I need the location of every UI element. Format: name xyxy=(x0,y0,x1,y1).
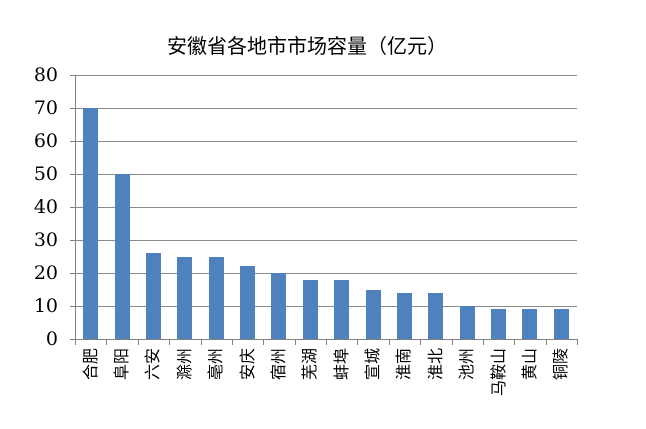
chart-title: 安徽省各地市市场容量（亿元） xyxy=(167,34,447,58)
x-axis-label: 六安 xyxy=(143,348,163,381)
y-axis-label: 70 xyxy=(33,97,58,119)
x-axis-label: 马鞍山 xyxy=(488,348,508,397)
x-axis-label: 宿州 xyxy=(268,348,288,381)
y-axis-label: 20 xyxy=(33,262,58,284)
bar-六安 xyxy=(145,253,161,339)
y-axis-label: 80 xyxy=(33,64,58,86)
x-axis-label: 芜湖 xyxy=(300,348,320,381)
gridline xyxy=(75,305,577,307)
gridline xyxy=(75,206,577,208)
x-axis-tick xyxy=(326,340,327,345)
gridline xyxy=(75,107,577,109)
x-axis-tick xyxy=(482,340,484,345)
y-axis-label: 30 xyxy=(33,229,58,251)
x-axis-label: 淮南 xyxy=(394,348,414,381)
y-axis-tick xyxy=(70,107,75,109)
y-axis-tick xyxy=(70,305,75,307)
x-axis-tick xyxy=(357,340,359,345)
bar-池州 xyxy=(459,306,475,339)
bar-安庆 xyxy=(240,266,256,339)
x-axis-tick xyxy=(451,340,453,345)
bar-芜湖 xyxy=(302,279,318,339)
y-axis-tick xyxy=(70,173,75,175)
x-axis-tick xyxy=(200,340,202,345)
y-axis-tick xyxy=(70,206,75,208)
bar-淮北 xyxy=(428,292,444,339)
x-axis-tick xyxy=(137,340,139,345)
bar-蚌埠 xyxy=(334,279,350,339)
x-axis-tick xyxy=(106,340,108,345)
x-axis-label: 池州 xyxy=(457,348,477,381)
y-axis-tick xyxy=(70,272,75,274)
x-axis-label: 黄山 xyxy=(519,348,539,381)
bar-合肥 xyxy=(83,108,99,339)
y-axis-line xyxy=(75,75,76,339)
y-axis-tick xyxy=(70,74,75,76)
x-axis-tick xyxy=(169,340,171,345)
y-axis-label: 50 xyxy=(33,163,58,185)
y-axis-tick xyxy=(70,338,75,340)
x-axis-tick xyxy=(294,340,296,345)
y-axis-label: 40 xyxy=(33,196,58,218)
bar-淮南 xyxy=(396,292,412,339)
x-axis-label: 宣城 xyxy=(363,348,383,381)
x-axis-label: 亳州 xyxy=(206,348,226,381)
x-axis-label: 滁州 xyxy=(174,348,194,381)
y-axis-tick xyxy=(70,140,75,142)
bar-宿州 xyxy=(271,273,287,339)
x-axis-tick xyxy=(263,340,265,345)
x-axis-line xyxy=(75,339,578,340)
x-axis-tick xyxy=(231,340,233,345)
gridline xyxy=(75,173,577,175)
bar-滁州 xyxy=(177,256,193,339)
bar-亳州 xyxy=(208,256,224,339)
bar-马鞍山 xyxy=(491,309,507,339)
x-axis-label: 蚌埠 xyxy=(331,348,351,381)
x-axis-label: 阜阳 xyxy=(112,348,132,381)
bar-阜阳 xyxy=(114,174,130,339)
x-axis-label: 合肥 xyxy=(80,348,100,381)
x-axis-label: 安庆 xyxy=(237,348,257,381)
x-axis-tick xyxy=(75,340,76,345)
y-axis-label: 10 xyxy=(33,295,58,317)
x-axis-label: 淮北 xyxy=(425,348,445,381)
x-axis-label: 铜陵 xyxy=(551,348,571,381)
x-axis-tick xyxy=(545,340,547,345)
gridline xyxy=(75,140,577,142)
bar-铜陵 xyxy=(553,309,569,339)
x-axis-tick xyxy=(577,340,578,345)
x-axis-tick xyxy=(514,340,516,345)
bar-黄山 xyxy=(522,309,538,339)
y-axis-label: 60 xyxy=(33,130,58,152)
x-axis-tick xyxy=(420,340,422,345)
gridline xyxy=(75,272,577,274)
y-axis-tick xyxy=(70,239,75,241)
x-axis-tick xyxy=(388,340,390,345)
y-axis-label: 0 xyxy=(45,328,58,350)
gridline xyxy=(75,239,577,241)
bar-宣城 xyxy=(365,289,381,339)
gridline xyxy=(75,74,577,76)
